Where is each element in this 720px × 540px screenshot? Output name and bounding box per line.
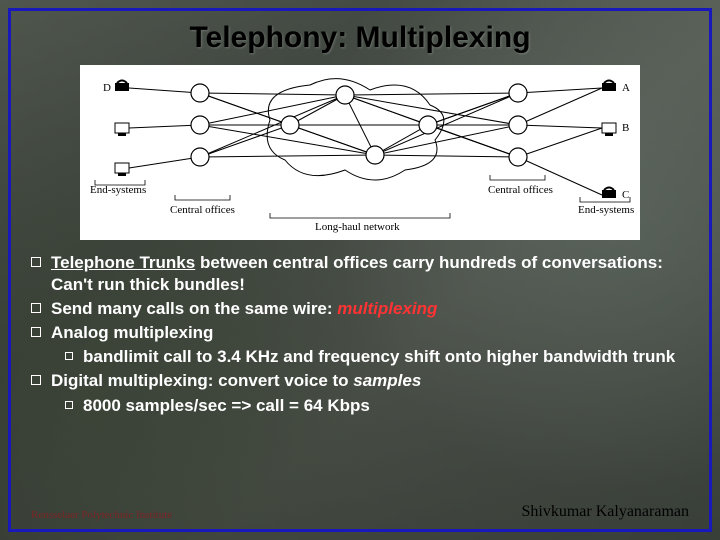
bullet-marker: [31, 327, 41, 337]
bullet: Analog multiplexing: [31, 322, 689, 344]
footer: Rensselaer Polytechnic Institute Shivkum…: [31, 503, 689, 521]
svg-text:End-systems: End-systems: [578, 204, 634, 216]
sub-bullet: bandlimit call to 3.4 KHz and frequency …: [65, 346, 689, 368]
svg-text:End-systems: End-systems: [90, 184, 146, 196]
svg-text:B: B: [622, 122, 629, 134]
bullet-text: bandlimit call to 3.4 KHz and frequency …: [83, 346, 689, 368]
bullet-text: 8000 samples/sec => call = 64 Kbps: [83, 395, 689, 417]
bullet-text: Telephone Trunks between central offices…: [51, 252, 689, 296]
svg-text:C: C: [622, 189, 629, 201]
svg-text:Long-haul network: Long-haul network: [315, 221, 400, 233]
sub-bullet: 8000 samples/sec => call = 64 Kbps: [65, 395, 689, 417]
network-diagram: D A B C End-systems End-systems Central office…: [80, 65, 640, 240]
footer-left: Rensselaer Polytechnic Institute: [31, 509, 172, 521]
slide-title: Telephony: Multiplexing: [31, 21, 689, 55]
bullet-text: Send many calls on the same wire: multip…: [51, 298, 689, 320]
bullet: Telephone Trunks between central offices…: [31, 252, 689, 296]
bullet-marker: [31, 303, 41, 313]
svg-text:Central offices: Central offices: [170, 204, 235, 216]
bullet-list: Telephone Trunks between central offices…: [31, 252, 689, 503]
bullet-marker: [31, 375, 41, 385]
bullet-marker: [31, 257, 41, 267]
bullet: Digital multiplexing: convert voice to s…: [31, 370, 689, 392]
svg-text:D: D: [103, 82, 111, 94]
svg-text:A: A: [622, 82, 630, 94]
bullet-text: Analog multiplexing: [51, 322, 689, 344]
slide-frame: Telephony: Multiplexing D A B C End-systems E…: [8, 8, 712, 532]
svg-text:Central offices: Central offices: [488, 184, 553, 196]
bullet-text: Digital multiplexing: convert voice to s…: [51, 370, 689, 392]
bullet-marker: [65, 401, 73, 409]
bullet: Send many calls on the same wire: multip…: [31, 298, 689, 320]
footer-right: Shivkumar Kalyanaraman: [522, 503, 690, 521]
bullet-marker: [65, 352, 73, 360]
